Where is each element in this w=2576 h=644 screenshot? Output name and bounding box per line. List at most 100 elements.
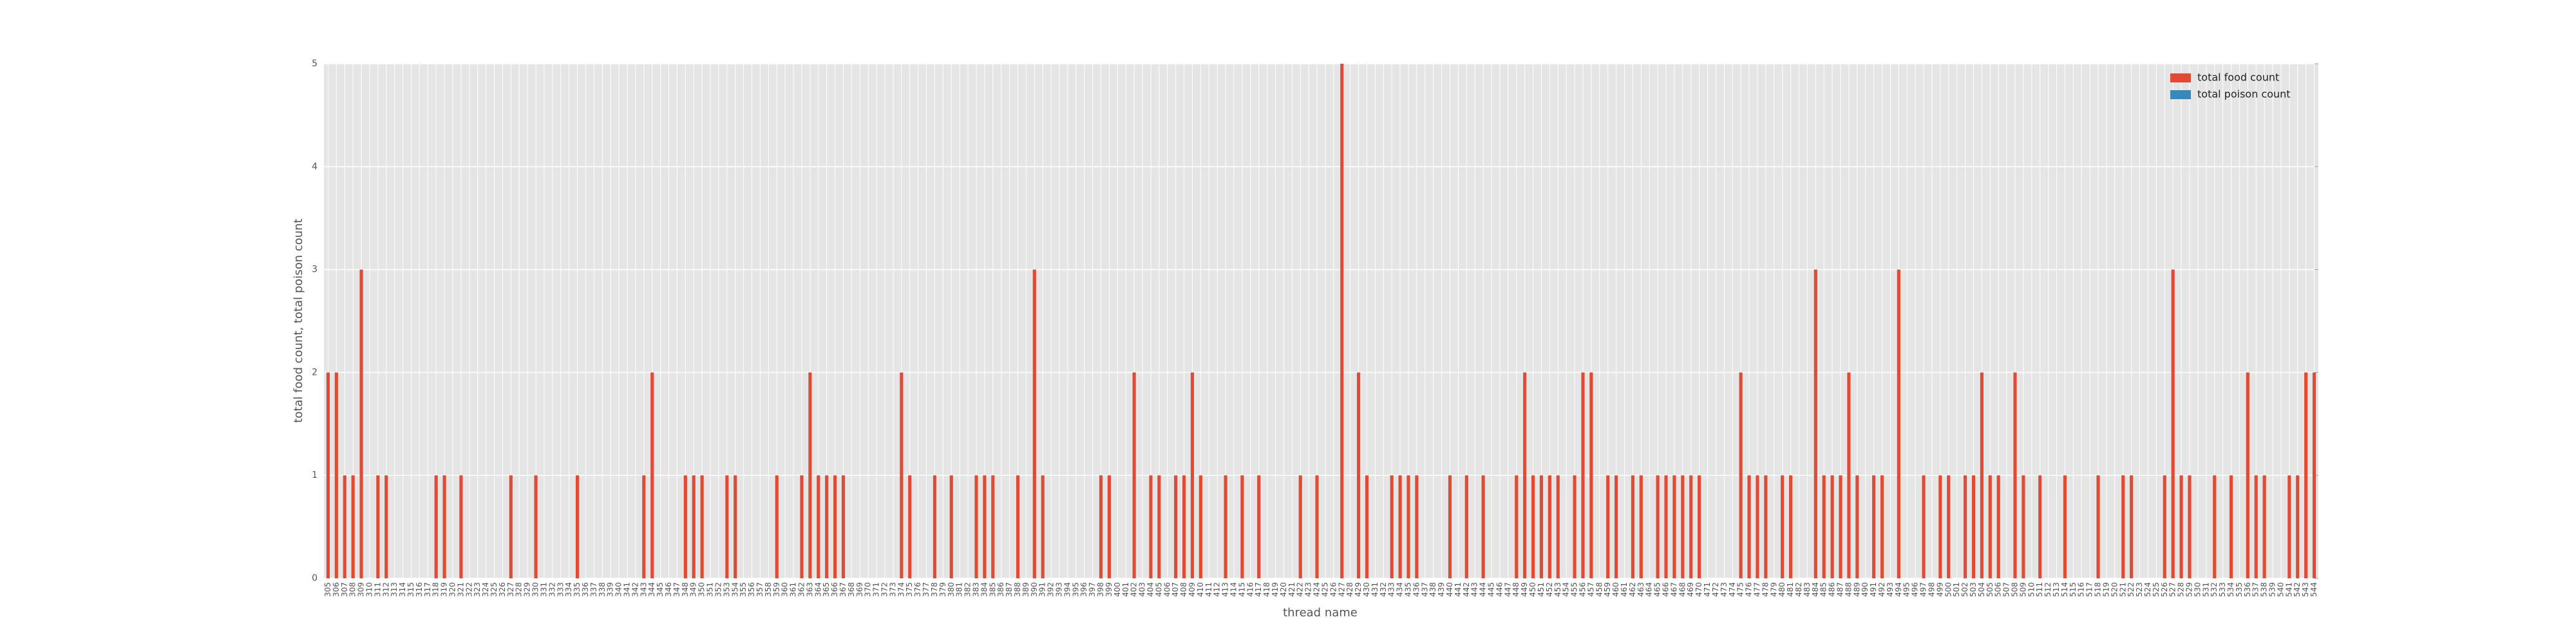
bar xyxy=(1789,475,1793,578)
bar xyxy=(1822,475,1826,578)
y-tick-label: 5 xyxy=(312,59,317,69)
y-tick-label: 2 xyxy=(312,367,317,377)
x-tick-label: 427 xyxy=(1337,582,1346,597)
x-tick-label: 458 xyxy=(1595,582,1604,597)
bar xyxy=(1988,475,1992,578)
bar xyxy=(376,475,380,578)
bar xyxy=(808,372,812,578)
x-tick-label: 514 xyxy=(2060,582,2069,597)
bar xyxy=(1149,475,1153,578)
x-tick-label: 341 xyxy=(623,582,632,597)
bar xyxy=(1639,475,1643,578)
bar xyxy=(734,475,737,578)
bar xyxy=(2038,475,2042,578)
bar xyxy=(2022,475,2025,578)
x-tick-label: 410 xyxy=(1196,582,1205,597)
bar xyxy=(1257,475,1261,578)
x-tick-label: 428 xyxy=(1345,582,1354,597)
x-tick-label: 535 xyxy=(2235,582,2244,597)
x-tick-label: 478 xyxy=(1761,582,1770,597)
x-tick-label: 481 xyxy=(1786,582,1795,597)
x-tick-label: 418 xyxy=(1262,582,1271,597)
x-tick-label: 429 xyxy=(1354,582,1363,597)
bar xyxy=(1872,475,1876,578)
bar xyxy=(359,269,363,578)
x-tick-label: 479 xyxy=(1769,582,1778,597)
x-tick-label: 336 xyxy=(581,582,590,597)
x-tick-label: 408 xyxy=(1179,582,1188,597)
x-tick-label: 451 xyxy=(1537,582,1546,597)
x-tick-label: 366 xyxy=(830,582,839,597)
x-tick-label: 337 xyxy=(589,582,598,597)
bar xyxy=(1398,475,1402,578)
bar xyxy=(1689,475,1693,578)
bar xyxy=(2096,475,2100,578)
bar xyxy=(933,475,937,578)
bar xyxy=(1016,475,1020,578)
bar xyxy=(1756,475,1759,578)
bar xyxy=(1615,475,1618,578)
x-tick-label: 329 xyxy=(523,582,532,597)
x-tick-label: 493 xyxy=(1886,582,1895,597)
x-tick-label: 433 xyxy=(1387,582,1396,597)
legend-swatch xyxy=(2170,73,2191,82)
x-tick-label: 470 xyxy=(1694,582,1703,597)
x-tick-label: 358 xyxy=(764,582,773,597)
x-tick-label: 440 xyxy=(1445,582,1454,597)
x-tick-label: 389 xyxy=(1021,582,1030,597)
x-tick-label: 378 xyxy=(930,582,939,597)
y-axis-label: total food count, total poison count xyxy=(292,218,305,422)
x-tick-label: 466 xyxy=(1662,582,1671,597)
x-tick-label: 365 xyxy=(822,582,831,597)
x-tick-label: 447 xyxy=(1503,582,1512,597)
x-tick-label: 532 xyxy=(2210,582,2219,597)
x-tick-label: 334 xyxy=(564,582,573,597)
x-tick-label: 381 xyxy=(955,582,964,597)
bar xyxy=(1781,475,1785,578)
x-tick-label: 437 xyxy=(1420,582,1429,597)
bar xyxy=(1681,475,1685,578)
x-tick-label: 469 xyxy=(1686,582,1695,597)
bar xyxy=(2063,475,2067,578)
x-tick-label: 331 xyxy=(539,582,548,597)
x-tick-label: 330 xyxy=(531,582,540,597)
x-tick-label: 430 xyxy=(1362,582,1371,597)
x-tick-label: 395 xyxy=(1071,582,1080,597)
bar xyxy=(642,475,646,578)
bar xyxy=(692,475,696,578)
bar xyxy=(1764,475,1768,578)
x-tick-label: 316 xyxy=(415,582,424,597)
x-tick-label: 380 xyxy=(947,582,956,597)
x-tick-label: 518 xyxy=(2094,582,2103,597)
bar xyxy=(2254,475,2258,578)
x-tick-label: 527 xyxy=(2168,582,2177,597)
x-tick-label: 367 xyxy=(838,582,848,597)
x-tick-label: 405 xyxy=(1154,582,1163,597)
x-tick-label: 342 xyxy=(630,582,639,597)
x-tick-label: 531 xyxy=(2201,582,2210,597)
bar xyxy=(459,475,463,578)
x-tick-label: 352 xyxy=(714,582,723,597)
x-tick-label: 368 xyxy=(847,582,856,597)
x-tick-label: 480 xyxy=(1777,582,1786,597)
bar xyxy=(1315,475,1319,578)
x-tick-label: 327 xyxy=(506,582,515,597)
x-tick-label: 515 xyxy=(2069,582,2078,597)
x-tick-label: 404 xyxy=(1146,582,1155,597)
bar xyxy=(1880,475,1884,578)
x-tick-label: 456 xyxy=(1578,582,1587,597)
x-tick-label: 445 xyxy=(1487,582,1496,597)
bar xyxy=(1573,475,1577,578)
x-tick-label: 502 xyxy=(1960,582,1969,597)
bar xyxy=(351,475,355,578)
x-axis-label: thread name xyxy=(1283,606,1358,620)
x-tick-label: 460 xyxy=(1611,582,1620,597)
bar xyxy=(1032,269,1036,578)
bar xyxy=(326,372,330,578)
bar xyxy=(2296,475,2300,578)
x-tick-label: 364 xyxy=(813,582,822,597)
x-tick-label: 333 xyxy=(556,582,565,597)
bar xyxy=(775,475,779,578)
x-tick-label: 462 xyxy=(1628,582,1637,597)
bar xyxy=(1855,475,1859,578)
